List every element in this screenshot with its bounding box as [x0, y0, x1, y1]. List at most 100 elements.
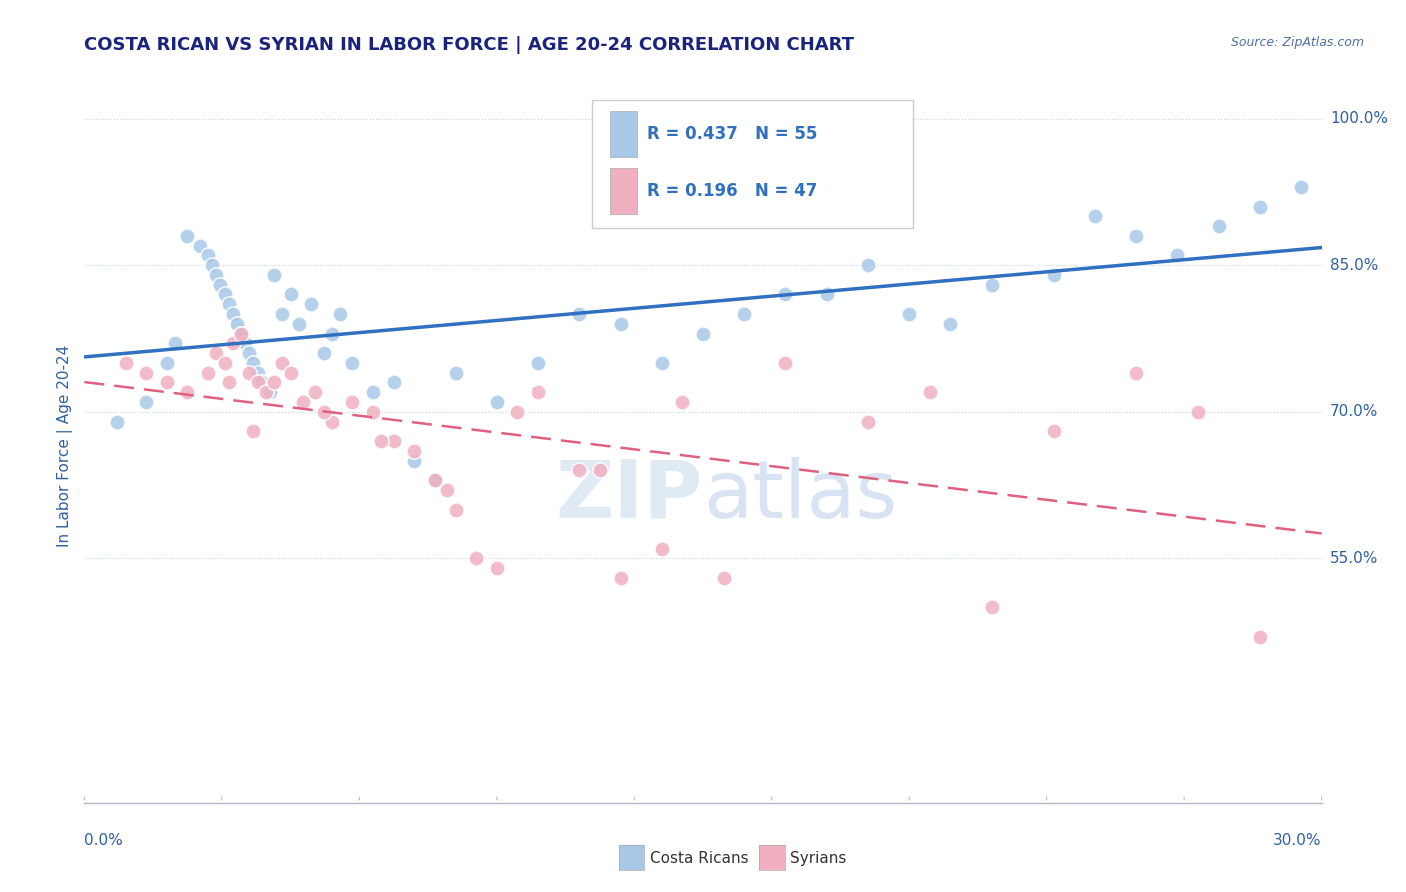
Point [209, 277, 232, 292]
Point [370, 434, 392, 449]
Point [135, 395, 157, 409]
Point [1187, 405, 1209, 419]
FancyBboxPatch shape [592, 100, 914, 228]
Point [404, 453, 426, 467]
Point [423, 473, 446, 487]
Point [214, 287, 236, 301]
Point [205, 346, 228, 360]
Point [404, 443, 426, 458]
Point [263, 376, 285, 390]
Point [342, 356, 364, 370]
Point [259, 385, 281, 400]
Point [197, 248, 219, 262]
Point [242, 425, 264, 439]
Text: 0.0%: 0.0% [84, 833, 124, 848]
Point [775, 287, 797, 301]
Point [775, 356, 797, 370]
Point [246, 366, 269, 380]
Point [506, 405, 529, 419]
Point [222, 336, 245, 351]
Point [444, 502, 467, 516]
Point [105, 415, 128, 429]
Point [609, 317, 631, 331]
Point [361, 385, 384, 400]
Point [733, 307, 755, 321]
Text: atlas: atlas [703, 457, 897, 535]
Point [242, 356, 264, 370]
Point [609, 571, 631, 585]
Point [1249, 200, 1271, 214]
Point [312, 405, 335, 419]
Point [1084, 209, 1107, 223]
Point [229, 326, 252, 341]
Point [1166, 248, 1188, 262]
Text: Syrians: Syrians [790, 851, 846, 865]
Point [321, 415, 343, 429]
Point [1249, 630, 1271, 644]
Point [856, 415, 879, 429]
Text: R = 0.437   N = 55: R = 0.437 N = 55 [647, 125, 818, 143]
Point [382, 376, 405, 390]
Point [254, 385, 277, 400]
Point [1208, 219, 1230, 233]
FancyBboxPatch shape [610, 168, 637, 214]
Text: 70.0%: 70.0% [1330, 404, 1378, 419]
Text: 55.0%: 55.0% [1330, 551, 1378, 566]
Point [226, 317, 249, 331]
Point [856, 258, 879, 272]
Point [156, 376, 179, 390]
Point [423, 473, 446, 487]
Point [568, 307, 591, 321]
Point [135, 366, 157, 380]
Point [250, 376, 273, 390]
Point [246, 376, 269, 390]
Point [382, 434, 405, 449]
Point [114, 356, 136, 370]
Point [361, 405, 384, 419]
Point [898, 307, 921, 321]
Point [980, 277, 1002, 292]
Text: COSTA RICAN VS SYRIAN IN LABOR FORCE | AGE 20-24 CORRELATION CHART: COSTA RICAN VS SYRIAN IN LABOR FORCE | A… [84, 36, 855, 54]
Point [280, 366, 302, 380]
Point [1042, 425, 1064, 439]
Point [156, 356, 179, 370]
Point [271, 307, 294, 321]
Y-axis label: In Labor Force | Age 20-24: In Labor Force | Age 20-24 [58, 345, 73, 547]
Point [238, 366, 260, 380]
Point [197, 366, 219, 380]
Point [271, 356, 294, 370]
Point [485, 561, 508, 575]
Point [321, 326, 343, 341]
Point [815, 287, 838, 301]
Point [263, 268, 285, 282]
Point [291, 395, 314, 409]
Point [1125, 228, 1147, 243]
Point [713, 571, 735, 585]
Point [342, 395, 364, 409]
Point [444, 366, 467, 380]
Point [1042, 268, 1064, 282]
Point [651, 356, 673, 370]
Point [589, 463, 612, 477]
Point [214, 356, 236, 370]
Text: R = 0.196   N = 47: R = 0.196 N = 47 [647, 182, 818, 200]
Point [280, 287, 302, 301]
Point [568, 463, 591, 477]
Point [229, 326, 252, 341]
Point [238, 346, 260, 360]
Point [304, 385, 326, 400]
Point [176, 385, 198, 400]
Point [218, 376, 240, 390]
Point [465, 551, 488, 566]
Point [527, 385, 550, 400]
Point [205, 268, 228, 282]
Point [176, 228, 198, 243]
Point [692, 326, 714, 341]
Text: Source: ZipAtlas.com: Source: ZipAtlas.com [1230, 36, 1364, 49]
Point [288, 317, 311, 331]
Point [188, 238, 211, 252]
Point [329, 307, 352, 321]
Point [671, 395, 693, 409]
Text: 85.0%: 85.0% [1330, 258, 1378, 273]
Point [165, 336, 187, 351]
